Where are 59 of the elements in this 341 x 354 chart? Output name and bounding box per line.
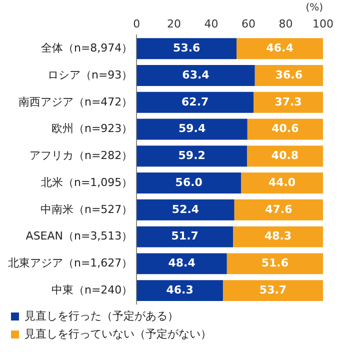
data-label: 47.6 (265, 202, 293, 216)
data-label: 52.4 (172, 202, 200, 216)
bar (254, 92, 323, 113)
data-label: 59.2 (178, 149, 206, 162)
data-label: 53.7 (259, 283, 287, 296)
x-tick-label: 60 (241, 17, 256, 30)
bar (136, 280, 223, 302)
x-axis-title: (%) (306, 2, 324, 14)
bar (234, 199, 323, 220)
data-label: 56.0 (175, 176, 203, 189)
bar (136, 38, 237, 60)
x-tick-label: 0 (133, 17, 140, 30)
bar (222, 280, 323, 302)
bar (226, 253, 323, 274)
y-tick-label: ASEAN（n=3,513） (26, 230, 133, 243)
bar (136, 199, 234, 220)
y-tick-label: 北米（n=1,095） (40, 176, 133, 189)
y-tick-label: 中南米（n=527） (40, 202, 133, 216)
data-label: 36.6 (275, 68, 303, 82)
data-label: 59.4 (178, 122, 206, 136)
bar (136, 92, 254, 113)
bar (136, 146, 247, 167)
y-tick-label: 南西アジア（n=472） (18, 95, 133, 108)
bar (247, 118, 323, 140)
y-tick-label: 中東（n=240） (51, 283, 133, 296)
bar (236, 38, 323, 60)
data-label: 40.8 (271, 149, 299, 162)
data-label: 53.6 (173, 42, 201, 54)
y-tick-label: ロシア（n=93） (47, 68, 133, 82)
y-tick-label: 欧州（n=923） (51, 122, 133, 136)
bar (136, 253, 227, 274)
data-label: 37.3 (274, 95, 302, 108)
y-tick-label: 全体（n=8,974） (40, 42, 133, 54)
bar (136, 172, 242, 194)
data-label: 63.4 (182, 68, 210, 82)
y-tick-label: アフリカ（n=282） (29, 149, 133, 162)
x-tick-label: 40 (204, 17, 218, 30)
data-label: 62.7 (182, 95, 209, 108)
data-label: 48.3 (264, 230, 292, 243)
data-label: 46.3 (166, 283, 194, 296)
x-tick-label: 20 (166, 17, 181, 30)
data-label: 46.4 (266, 42, 294, 54)
y-tick-label: 北東アジア（n=1,627） (8, 256, 133, 270)
bar (136, 226, 234, 248)
data-label: 51.7 (171, 230, 198, 243)
data-label: 44.0 (268, 176, 296, 189)
bar (254, 65, 323, 86)
x-tick-label: 80 (278, 17, 293, 30)
bar (246, 146, 323, 167)
data-label: 48.4 (168, 256, 196, 270)
data-label: 51.6 (261, 256, 289, 270)
bar (241, 172, 323, 194)
legend-label: 見直しを行った（予定がある） (24, 309, 178, 322)
bar (136, 65, 255, 86)
bar (233, 226, 323, 248)
legend-label: 見直しを行っていない（予定がない） (24, 327, 212, 340)
data-label: 40.6 (272, 122, 300, 136)
x-tick-label: 100 (312, 17, 334, 30)
bar (136, 118, 248, 140)
